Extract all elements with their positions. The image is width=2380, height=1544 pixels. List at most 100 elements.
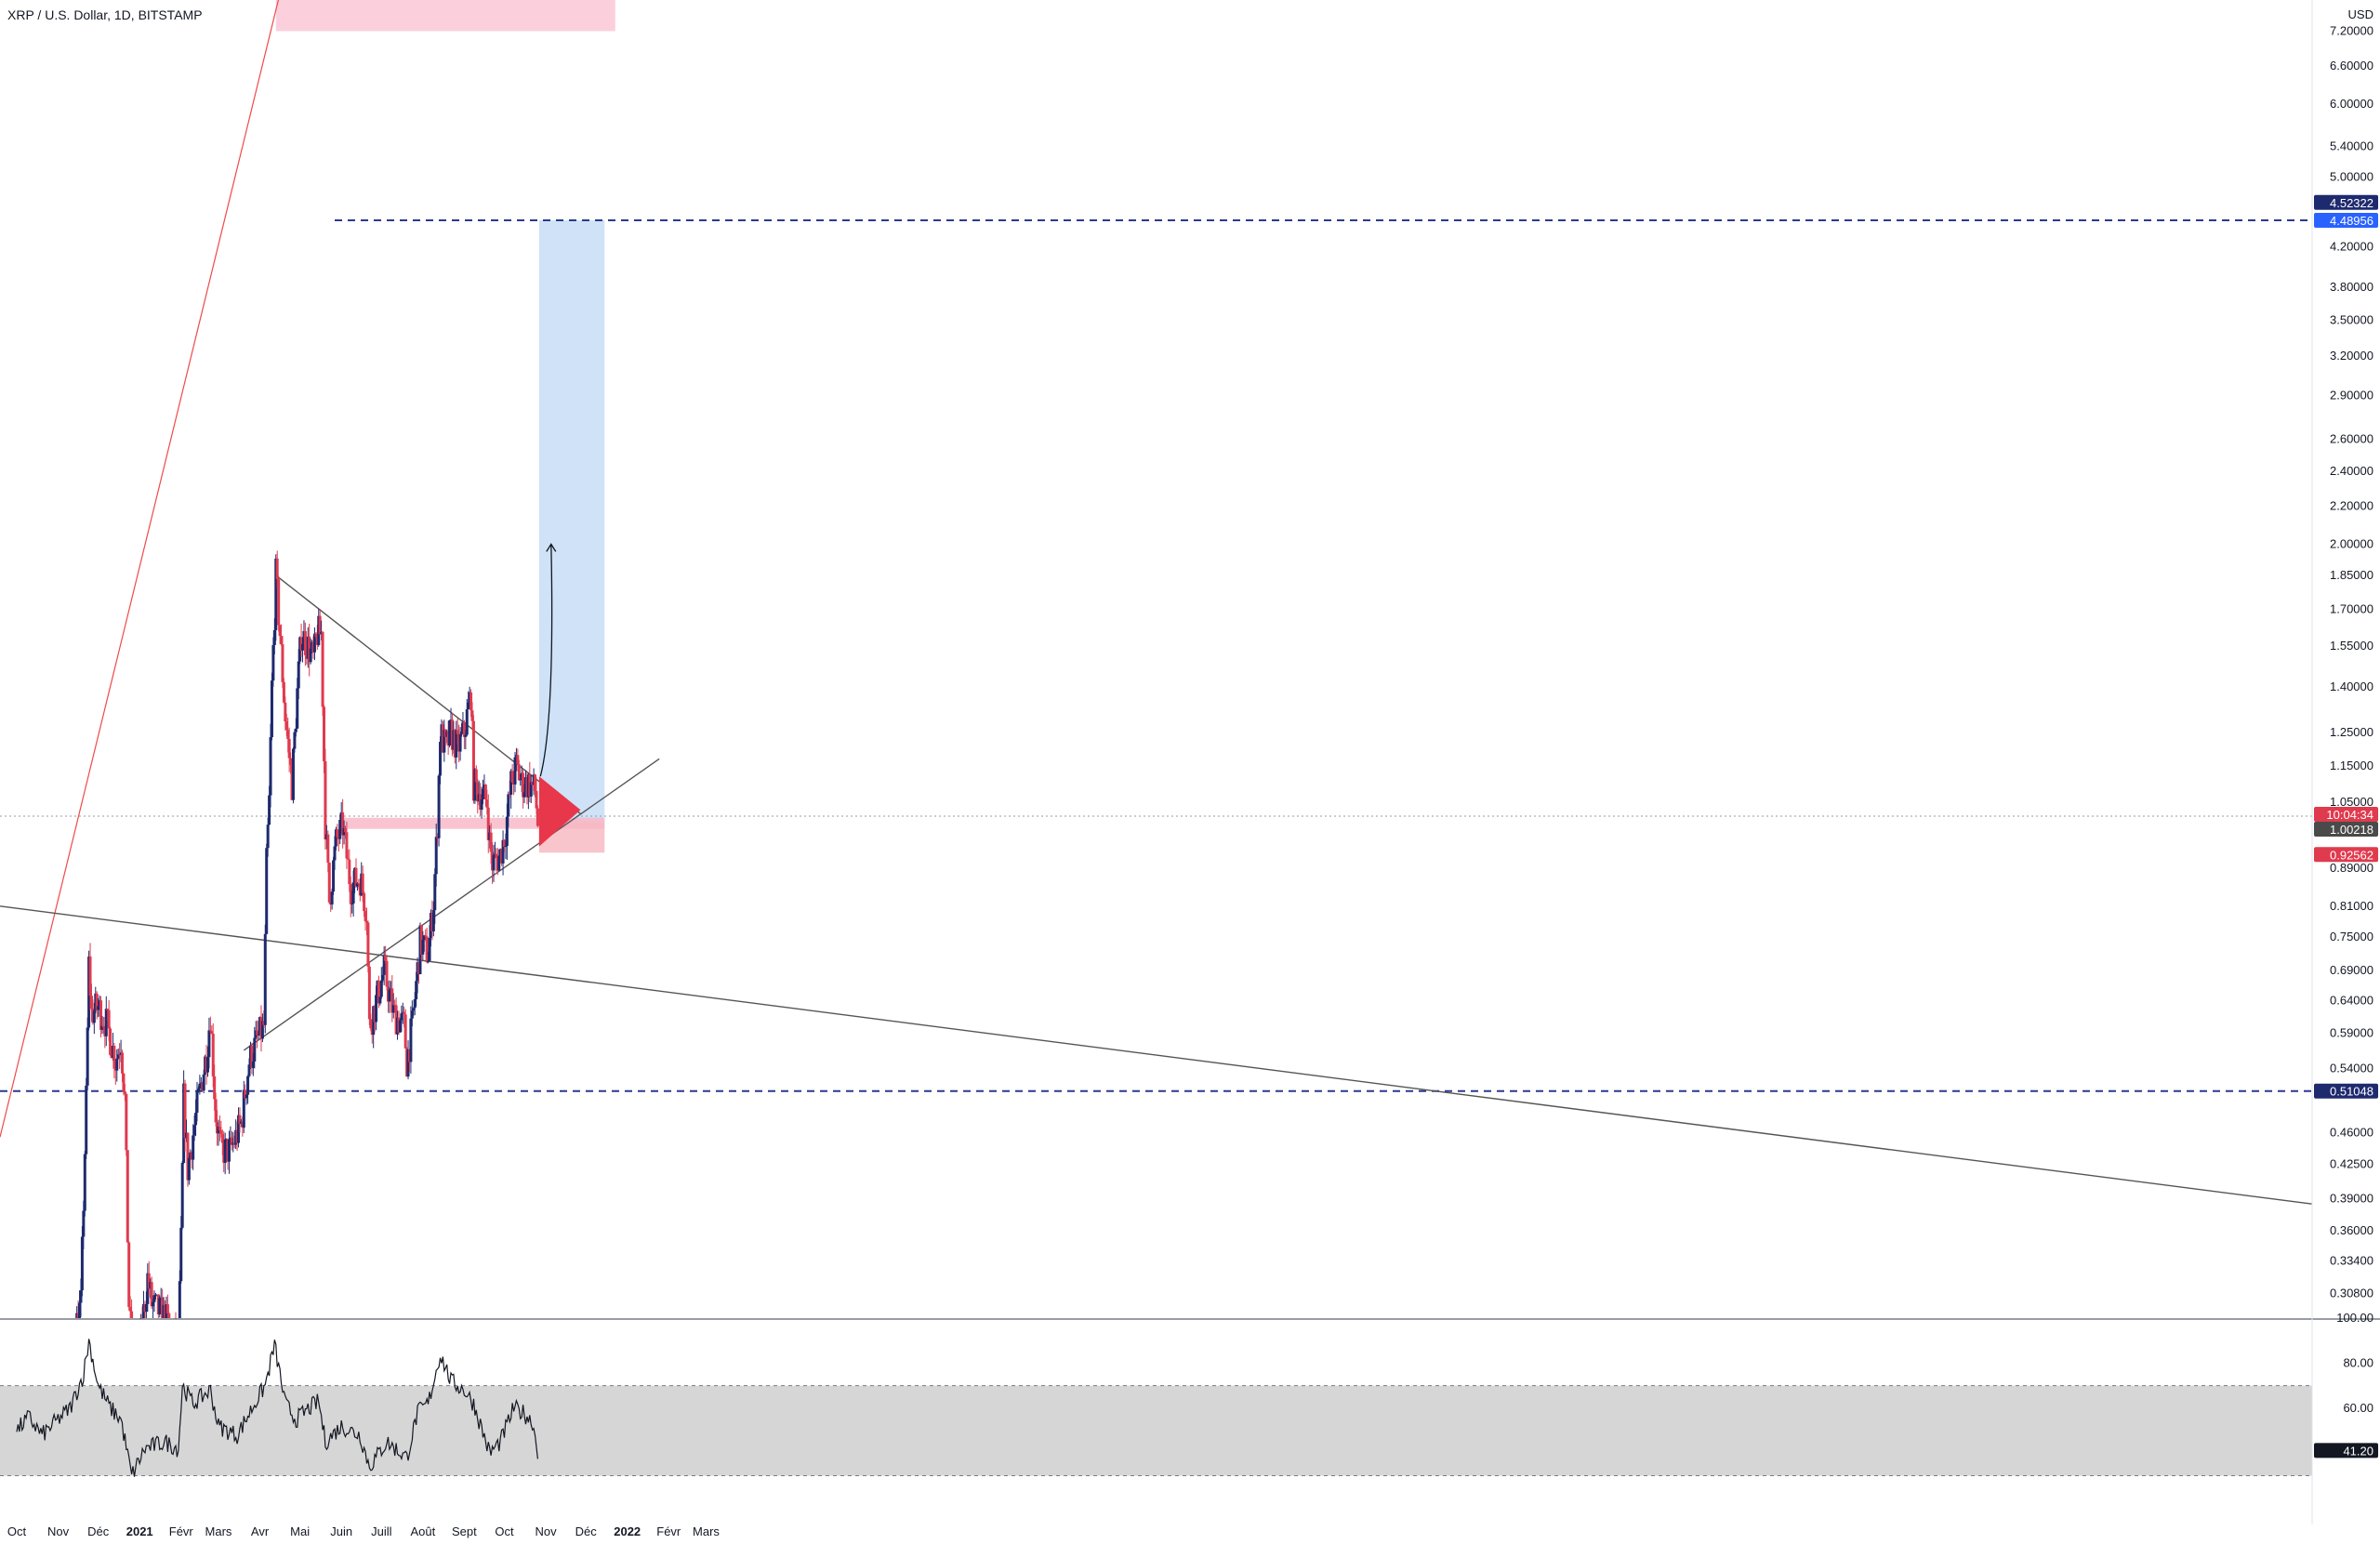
candle[interactable] [183,1083,187,1139]
candle[interactable] [242,1089,245,1128]
candle[interactable] [462,721,466,737]
candle[interactable] [536,808,539,826]
candle[interactable] [245,1094,248,1099]
resistance-zone[interactable] [275,0,615,32]
candle[interactable] [332,860,336,892]
candle[interactable] [483,785,487,800]
candle[interactable] [364,920,368,923]
candle[interactable] [196,1089,200,1092]
candle[interactable] [388,989,391,1002]
candle[interactable] [489,832,493,852]
candle[interactable] [509,771,513,795]
candle[interactable] [476,782,480,802]
candle[interactable] [284,702,287,722]
candle[interactable] [253,1037,257,1062]
candle[interactable] [448,720,452,746]
candle[interactable] [266,825,270,849]
candle[interactable] [341,812,345,836]
candle[interactable] [299,637,303,651]
candle[interactable] [458,733,462,752]
candle[interactable] [460,732,464,734]
candle[interactable] [471,720,475,801]
candle[interactable] [456,730,459,734]
candle[interactable] [125,1093,128,1151]
candle[interactable] [274,558,278,630]
candle[interactable] [208,1030,212,1032]
candle[interactable] [318,615,322,635]
candle[interactable] [469,692,473,711]
candle[interactable] [334,829,337,847]
candle[interactable] [345,832,349,859]
candle[interactable] [85,1085,88,1155]
candle[interactable] [205,1057,209,1073]
candle[interactable] [301,643,305,651]
candle[interactable] [179,1227,183,1282]
candle[interactable] [286,730,290,740]
candle[interactable] [385,960,389,987]
candle[interactable] [256,1030,259,1036]
candle[interactable] [403,1011,406,1015]
projection-arrow[interactable] [539,544,553,777]
candle[interactable] [366,922,370,967]
candle[interactable] [427,960,430,963]
candle[interactable] [100,1025,104,1030]
candle[interactable] [270,680,273,738]
candle[interactable] [106,1009,110,1010]
candle[interactable] [314,633,318,637]
candle[interactable] [382,955,386,975]
candle[interactable] [378,996,382,1004]
candle[interactable] [278,625,282,637]
candle[interactable] [213,1076,217,1100]
candle[interactable] [473,769,477,801]
candle[interactable] [369,1019,373,1029]
candle[interactable] [323,706,326,762]
candle[interactable] [251,1061,255,1068]
candle[interactable] [437,775,441,838]
candle[interactable] [158,1298,162,1315]
price-axis[interactable]: 7.20000 6.60000 6.00000 5.40000 5.00000 4.200… [2330,24,2373,1300]
candle[interactable] [534,774,537,791]
candle[interactable] [428,938,431,961]
candle[interactable] [147,1273,151,1289]
candle[interactable] [503,839,507,848]
candle[interactable] [413,998,416,1009]
candle[interactable] [519,779,522,781]
candle[interactable] [507,794,510,817]
candle[interactable] [465,709,469,735]
candle[interactable] [361,873,364,893]
candle[interactable] [210,1031,214,1035]
candle[interactable] [150,1282,153,1307]
candle[interactable] [336,829,339,838]
candle[interactable] [348,859,351,885]
candle[interactable] [309,648,312,663]
candle[interactable] [165,1304,169,1313]
candle[interactable] [296,688,299,729]
candle[interactable] [384,955,388,961]
candle[interactable] [424,935,428,937]
candle[interactable] [223,1139,227,1163]
candle[interactable] [409,1018,413,1062]
candle[interactable] [78,1302,82,1318]
candle[interactable] [122,1073,126,1092]
candle[interactable] [377,981,380,1004]
candle[interactable] [379,980,383,997]
candle[interactable] [86,1027,89,1086]
candle[interactable] [497,855,501,871]
candle[interactable] [504,846,508,848]
candle[interactable] [390,988,394,1013]
candle[interactable] [211,1034,215,1076]
candle[interactable] [152,1295,156,1302]
candle[interactable] [192,1135,195,1160]
candle[interactable] [326,834,330,863]
candle[interactable] [467,702,470,710]
candle[interactable] [207,1030,211,1058]
candle[interactable] [354,867,358,887]
candle[interactable] [294,728,298,732]
candle[interactable] [349,884,352,904]
candle[interactable] [269,737,272,796]
candle[interactable] [501,839,505,864]
candle[interactable] [346,858,350,860]
candle[interactable] [275,558,279,580]
candle[interactable] [330,891,334,905]
rsi-pane[interactable] [0,1339,2312,1477]
